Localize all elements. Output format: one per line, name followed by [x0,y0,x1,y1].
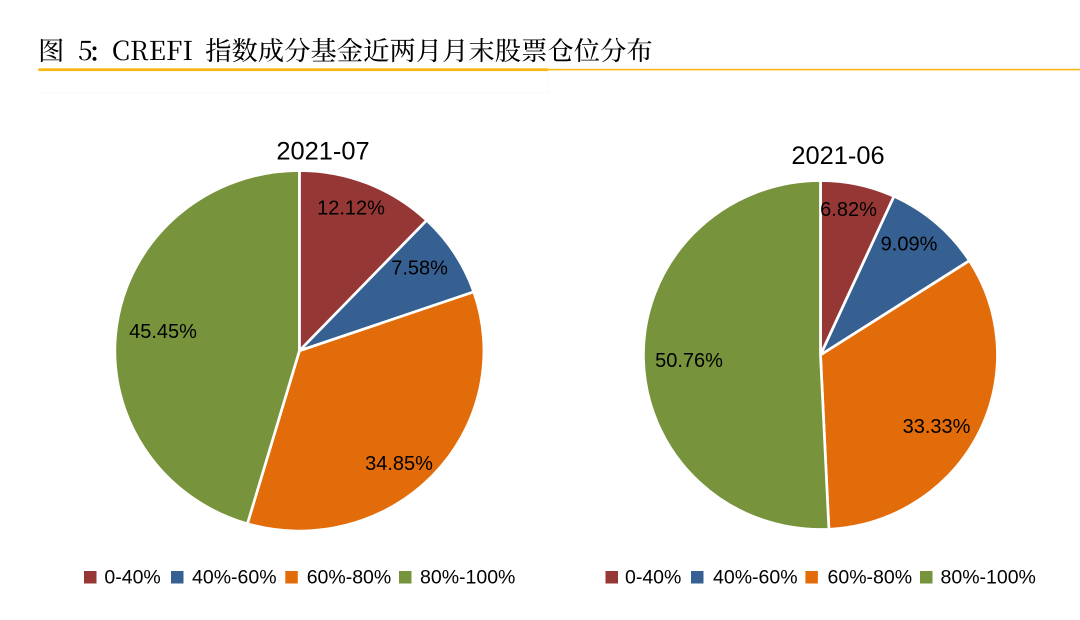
svg-text:7.58%: 7.58% [391,258,448,280]
svg-text:50.76%: 50.76% [655,350,723,372]
svg-text:0-40%: 0-40% [104,567,160,589]
svg-text:2021-06: 2021-06 [791,142,884,170]
svg-text:34.85%: 34.85% [365,453,433,475]
svg-text:33.33%: 33.33% [903,416,971,438]
svg-text:45.45%: 45.45% [129,321,197,343]
svg-text:9.09%: 9.09% [881,234,938,256]
svg-text:6.82%: 6.82% [820,199,877,221]
svg-text:2021-07: 2021-07 [276,138,369,166]
svg-text:80%-100%: 80%-100% [941,567,1036,589]
svg-text:0-40%: 0-40% [625,567,681,589]
svg-text:40%-60%: 40%-60% [713,567,798,589]
svg-text:60%-80%: 60%-80% [307,567,392,589]
svg-text:60%-80%: 60%-80% [828,567,913,589]
svg-text:40%-60%: 40%-60% [192,567,277,589]
svg-text:12.12%: 12.12% [317,198,385,220]
svg-text:80%-100%: 80%-100% [420,567,515,589]
